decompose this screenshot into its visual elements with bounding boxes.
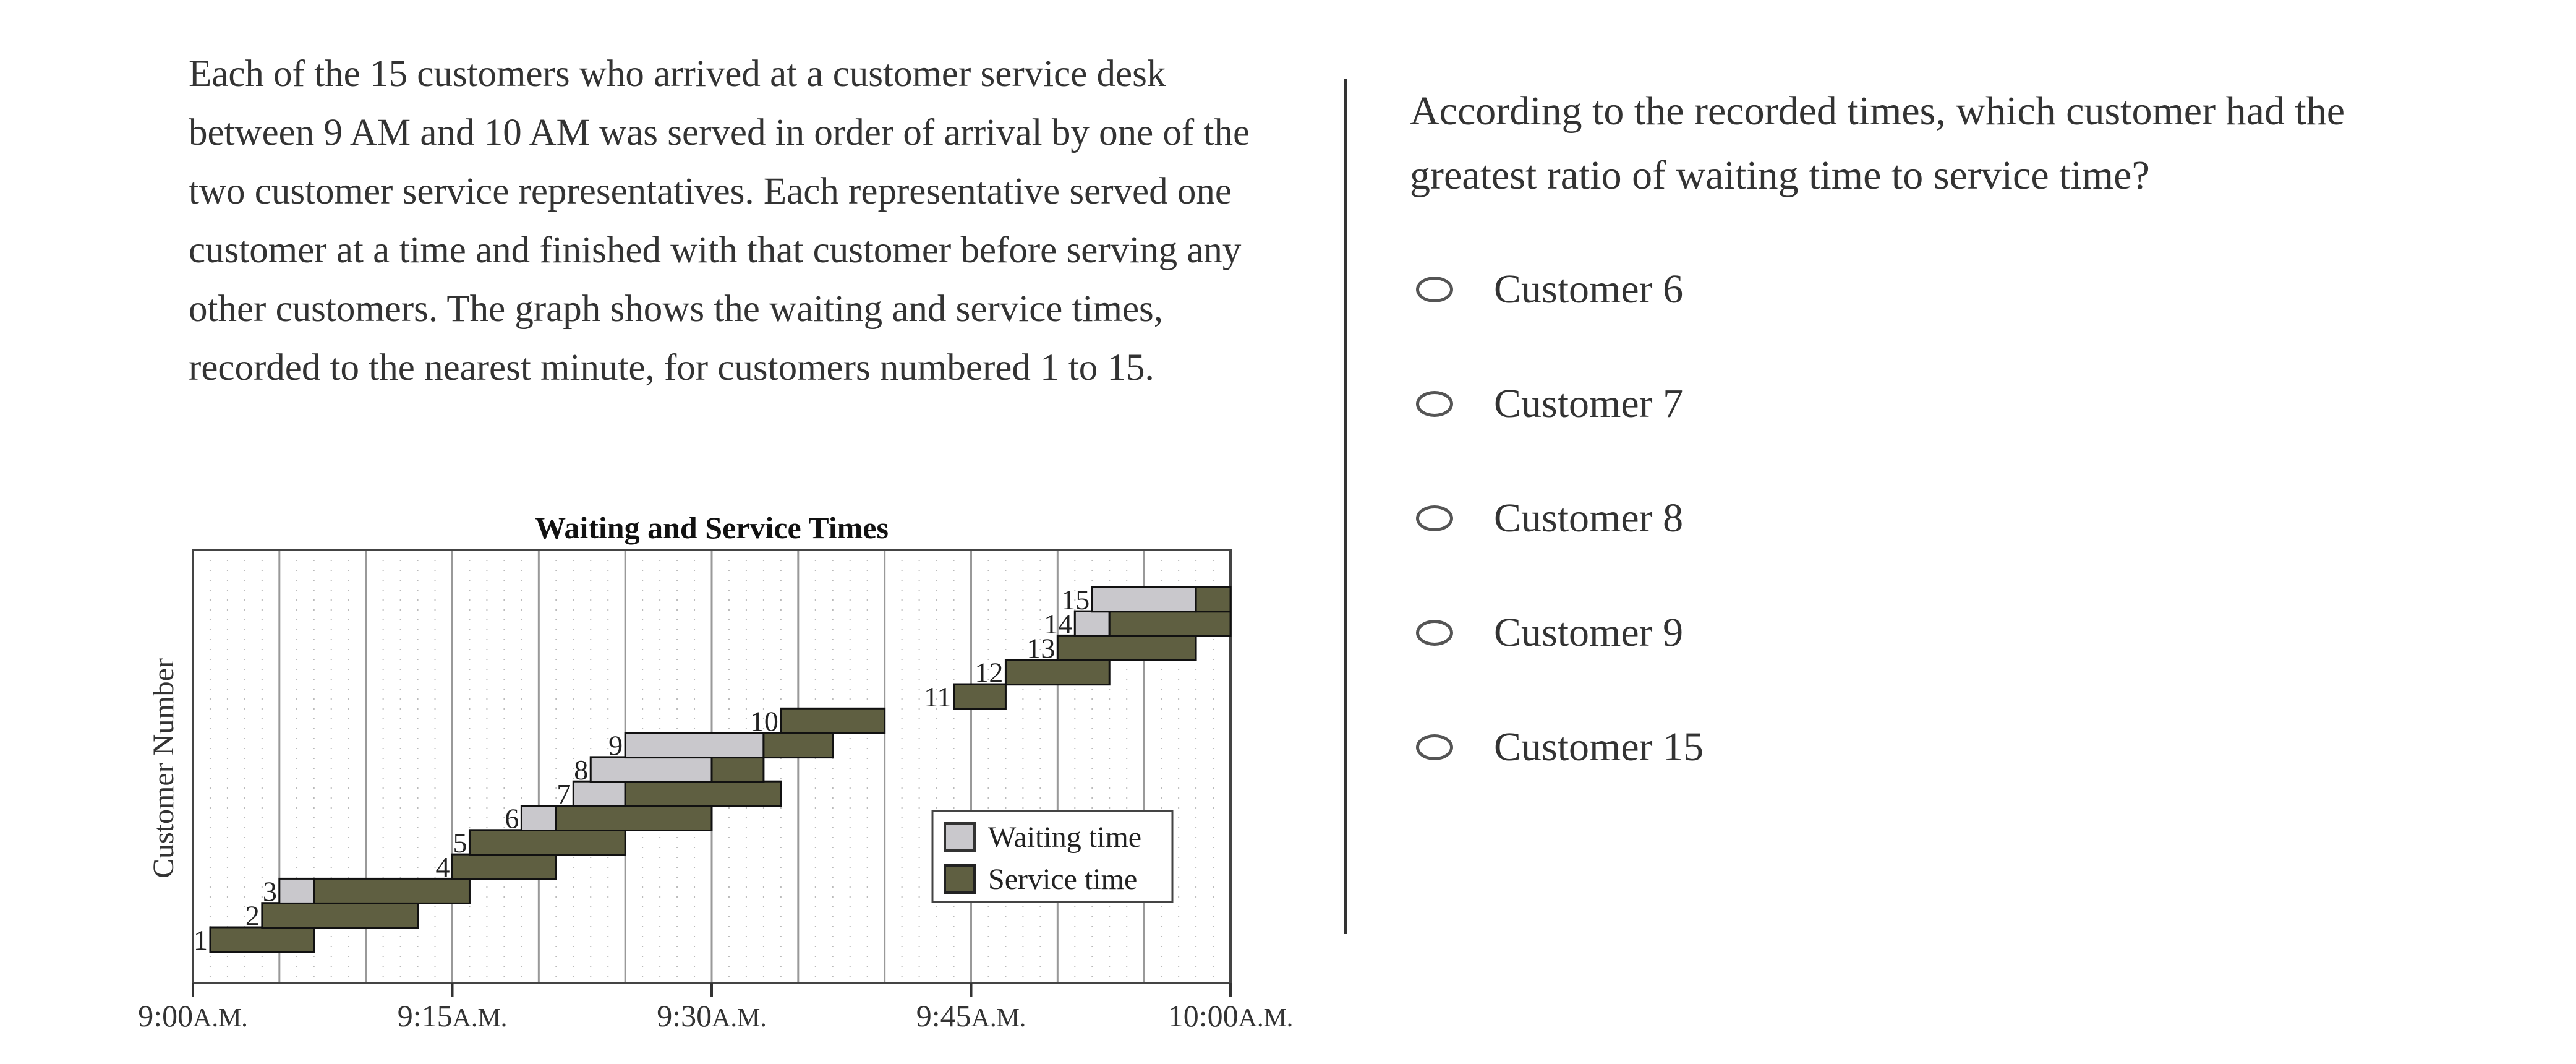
customer-label-4: 4 bbox=[436, 851, 450, 883]
waiting-bar-15 bbox=[1091, 586, 1197, 613]
customer-label-12: 12 bbox=[975, 657, 1003, 689]
legend-label-service: Service time bbox=[988, 863, 1137, 896]
service-bar-9 bbox=[762, 732, 834, 759]
service-bar-14 bbox=[1108, 610, 1232, 637]
service-bar-6 bbox=[555, 805, 713, 831]
option-label: Customer 9 bbox=[1494, 610, 1684, 655]
x-tick-label: 9:30A.M. bbox=[657, 998, 767, 1033]
customer-label-9: 9 bbox=[608, 730, 623, 762]
radio-icon[interactable] bbox=[1416, 277, 1453, 302]
customer-label-5: 5 bbox=[453, 827, 467, 859]
x-tick-label: 10:00A.M. bbox=[1168, 998, 1294, 1033]
option-label: Customer 6 bbox=[1494, 267, 1684, 312]
radio-icon[interactable] bbox=[1416, 391, 1453, 417]
option-customer-15[interactable]: Customer 15 bbox=[1416, 724, 1704, 771]
customer-label-10: 10 bbox=[750, 705, 778, 737]
customer-label-13: 13 bbox=[1026, 632, 1055, 664]
customer-label-1: 1 bbox=[194, 924, 208, 956]
option-customer-6[interactable]: Customer 6 bbox=[1416, 266, 1683, 313]
legend-swatch-service bbox=[944, 864, 976, 894]
passage-text: Each of the 15 customers who arrived at … bbox=[189, 53, 1250, 388]
waiting-bar-8 bbox=[589, 756, 713, 783]
option-customer-8[interactable]: Customer 8 bbox=[1416, 495, 1683, 542]
service-bar-15 bbox=[1195, 586, 1232, 613]
radio-icon[interactable] bbox=[1416, 505, 1453, 531]
option-label: Customer 15 bbox=[1494, 724, 1704, 770]
chart-title: Waiting and Service Times bbox=[535, 510, 889, 545]
waiting-bar-6 bbox=[520, 805, 557, 831]
customer-label-7: 7 bbox=[557, 778, 571, 810]
service-bar-5 bbox=[468, 829, 626, 856]
option-customer-9[interactable]: Customer 9 bbox=[1416, 609, 1683, 656]
waiting-bar-3 bbox=[278, 877, 315, 904]
customer-label-8: 8 bbox=[574, 754, 588, 786]
service-bar-2 bbox=[261, 902, 419, 929]
question-text: According to the recorded times, which c… bbox=[1410, 88, 2345, 198]
customer-label-11: 11 bbox=[924, 681, 951, 713]
service-bar-13 bbox=[1056, 634, 1197, 661]
service-bar-8 bbox=[710, 756, 765, 783]
x-tick-label: 9:45A.M. bbox=[916, 998, 1026, 1033]
customer-label-2: 2 bbox=[245, 900, 260, 932]
option-label: Customer 7 bbox=[1494, 381, 1684, 426]
service-bar-11 bbox=[953, 683, 1007, 710]
customer-label-6: 6 bbox=[505, 803, 519, 834]
service-bar-12 bbox=[1004, 659, 1111, 686]
service-bar-7 bbox=[624, 780, 782, 807]
radio-icon[interactable] bbox=[1416, 620, 1453, 646]
option-customer-7[interactable]: Customer 7 bbox=[1416, 380, 1683, 427]
column-divider bbox=[1344, 79, 1347, 934]
x-tick-label: 9:15A.M. bbox=[398, 998, 508, 1033]
legend-swatch-waiting bbox=[944, 822, 976, 852]
customer-label-14: 14 bbox=[1044, 608, 1072, 640]
y-axis-label: Customer Number bbox=[147, 658, 180, 878]
radio-icon[interactable] bbox=[1416, 734, 1453, 760]
service-bar-3 bbox=[313, 877, 471, 904]
x-tick-label: 9:00A.M. bbox=[138, 998, 248, 1033]
customer-label-15: 15 bbox=[1061, 584, 1090, 616]
option-label: Customer 8 bbox=[1494, 496, 1684, 541]
waiting-bar-9 bbox=[624, 732, 765, 759]
service-bar-1 bbox=[209, 926, 315, 953]
legend-label-waiting: Waiting time bbox=[988, 821, 1141, 854]
customer-label-3: 3 bbox=[263, 875, 277, 907]
service-bar-10 bbox=[780, 707, 886, 734]
service-bar-4 bbox=[451, 853, 557, 880]
